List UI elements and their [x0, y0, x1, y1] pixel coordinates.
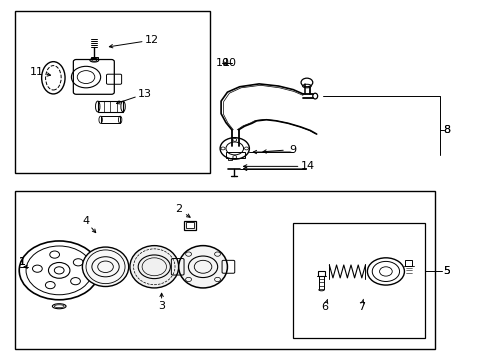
Text: 8: 8 [443, 125, 449, 135]
Text: 5: 5 [443, 266, 449, 276]
Bar [405, 260, 411, 266]
Text: 7: 7 [357, 302, 365, 312]
Bar [185, 222, 193, 228]
Text: 6: 6 [321, 302, 328, 312]
Text: 1: 1 [19, 257, 26, 267]
Bar [15, 12, 210, 173]
Text: 11: 11 [30, 67, 44, 77]
Text: 3: 3 [158, 301, 165, 311]
Ellipse shape [82, 247, 128, 287]
Text: 13: 13 [137, 89, 151, 99]
Bar [15, 191, 434, 348]
Ellipse shape [178, 246, 227, 288]
Text: 10: 10 [215, 58, 229, 68]
Text: 10: 10 [222, 58, 236, 68]
Bar [227, 158, 232, 160]
Bar [183, 221, 196, 230]
Text: 2: 2 [175, 204, 182, 215]
Text: 12: 12 [144, 35, 159, 45]
Text: 1: 1 [19, 257, 26, 267]
Text: 9: 9 [289, 144, 296, 154]
Bar [226, 152, 244, 158]
Text: 14: 14 [300, 161, 314, 171]
Bar [318, 271, 325, 276]
Text: 8: 8 [443, 125, 449, 135]
Text: 4: 4 [82, 216, 89, 226]
Ellipse shape [130, 246, 178, 288]
Bar [101, 116, 120, 123]
Bar [293, 223, 424, 338]
Bar [98, 101, 123, 112]
Text: 5: 5 [443, 266, 449, 276]
Bar [91, 57, 98, 59]
